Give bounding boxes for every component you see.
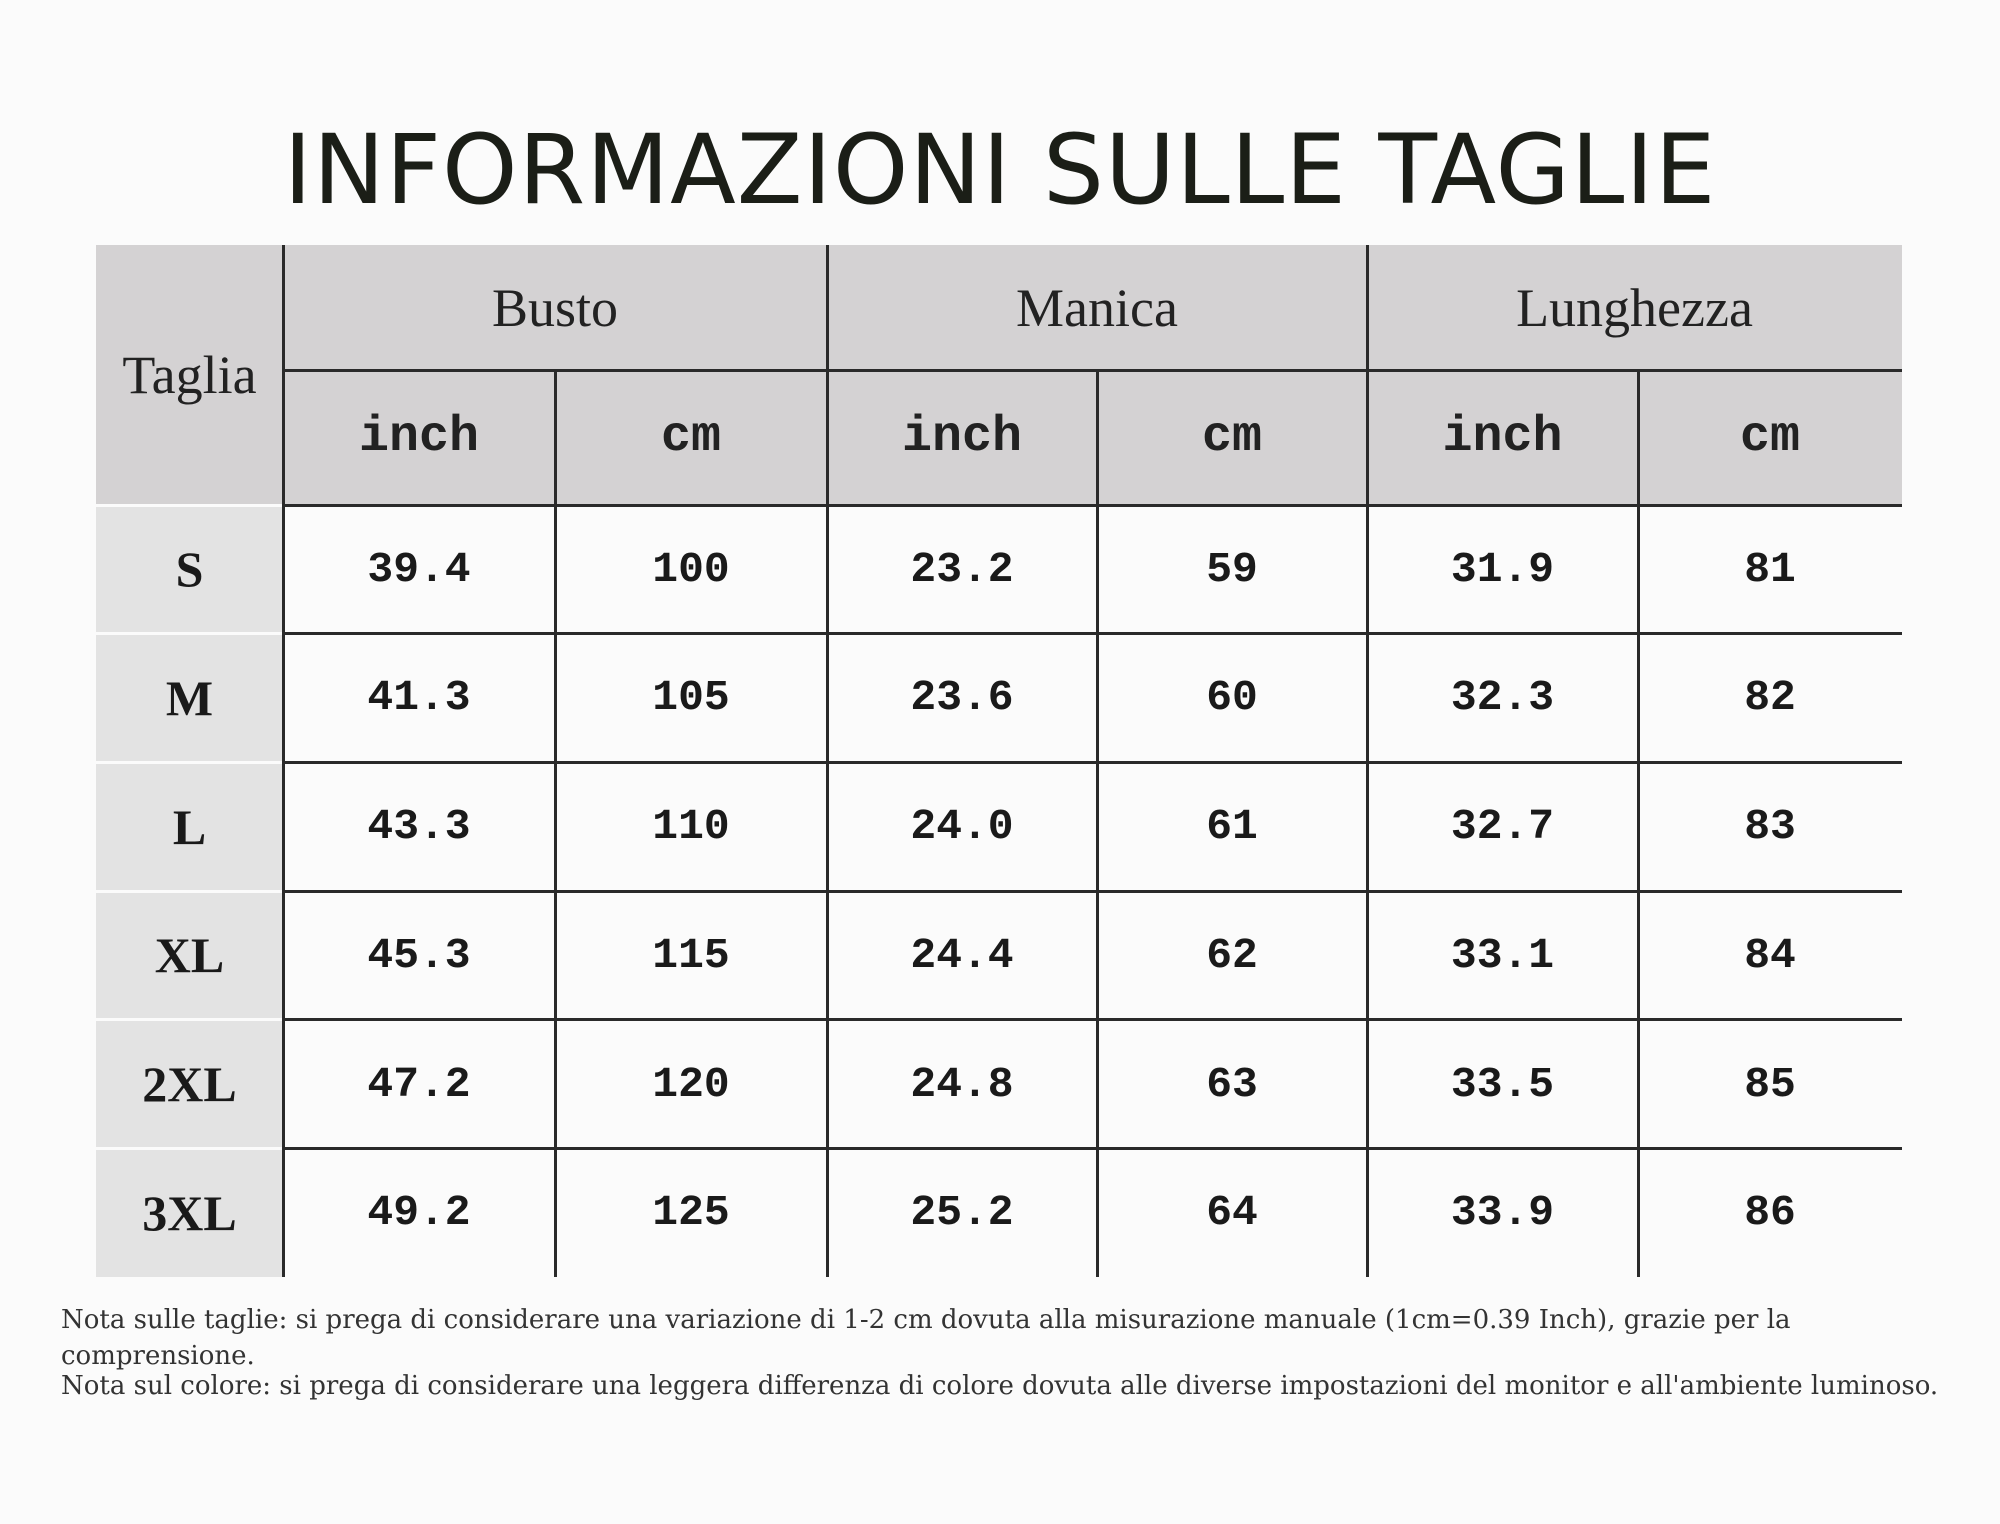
- size-label: L: [172, 798, 207, 855]
- table-cell: 47.2: [367, 1059, 471, 1109]
- group-header: Busto: [491, 277, 619, 338]
- table-cell: 49.2: [367, 1188, 471, 1238]
- unit-header: inch: [901, 409, 1023, 466]
- table-cell: 25.2: [910, 1188, 1014, 1238]
- table-cell: 84: [1744, 930, 1796, 980]
- size-header: Taglia: [122, 345, 257, 405]
- table-cell: 81: [1744, 544, 1796, 594]
- grid-line: [281, 245, 285, 1278]
- table-cell: 32.3: [1450, 673, 1555, 723]
- grid-line: [1365, 245, 1369, 1278]
- grid-line: [283, 889, 1902, 893]
- grid-line: [96, 503, 283, 507]
- grid-line: [283, 632, 1902, 636]
- table-cell: 32.7: [1450, 802, 1555, 852]
- grid-line: [96, 1146, 283, 1150]
- table-cell: 82: [1744, 673, 1796, 723]
- table-cell: 24.4: [910, 930, 1014, 980]
- grid-line: [96, 760, 283, 764]
- table-cell: 62: [1206, 930, 1258, 980]
- grid-line: [96, 1018, 283, 1022]
- grid-line: [96, 632, 283, 636]
- table-cell: 23.2: [910, 544, 1014, 594]
- table-cell: 39.4: [367, 544, 471, 594]
- grid-line: [283, 368, 1902, 372]
- table-cell: 23.6: [910, 673, 1014, 723]
- table-cell: 60: [1206, 673, 1258, 723]
- unit-header: inch: [1442, 409, 1563, 466]
- table-cell: 100: [652, 544, 730, 594]
- table-cell: 33.9: [1450, 1188, 1555, 1238]
- table-cell: 41.3: [367, 673, 471, 723]
- table-cell: 125: [652, 1188, 730, 1238]
- size-label: 3XL: [142, 1184, 237, 1241]
- table-cell: 31.9: [1450, 544, 1555, 594]
- size-label: S: [175, 541, 204, 598]
- table-cell: 59: [1206, 544, 1258, 594]
- table-cell: 33.5: [1450, 1059, 1555, 1109]
- table-cell: 115: [652, 930, 730, 980]
- grid-line: [283, 1146, 1902, 1150]
- table-cell: 105: [652, 673, 730, 723]
- size-table: Taglia Busto Manica Lunghezza inch cm inch cm in…: [96, 245, 1902, 1278]
- table-cell: 85: [1744, 1059, 1796, 1109]
- unit-header: cm: [1201, 409, 1262, 466]
- group-header: Lunghezza: [1516, 277, 1753, 338]
- grid-line: [1636, 370, 1640, 1278]
- grid-line: [283, 760, 1902, 764]
- table-cell: 83: [1744, 802, 1796, 852]
- table-cell: 24.8: [910, 1059, 1014, 1109]
- header-background: [96, 245, 1902, 505]
- table-cell: 120: [652, 1059, 730, 1109]
- grid-line: [553, 370, 557, 1278]
- grid-line: [1095, 370, 1099, 1278]
- table-cell: 64: [1206, 1188, 1258, 1238]
- table-cell: 63: [1206, 1059, 1258, 1109]
- table-cell: 24.0: [910, 802, 1014, 852]
- grid-line: [825, 245, 829, 1278]
- group-header: Manica: [1016, 277, 1178, 338]
- table-cell: 110: [652, 802, 730, 852]
- table-cell: 43.3: [367, 802, 471, 852]
- size-label: XL: [154, 927, 225, 984]
- size-label: M: [165, 669, 214, 726]
- table-cell: 33.1: [1450, 930, 1555, 980]
- title: INFORMAZIONI SULLE TAGLIE: [283, 114, 1717, 226]
- table-cell: 61: [1206, 802, 1258, 852]
- grid-line: [283, 1018, 1902, 1022]
- size-label: 2XL: [142, 1056, 237, 1112]
- grid-line: [283, 503, 1902, 507]
- unit-header: inch: [358, 409, 480, 466]
- unit-header: cm: [1739, 409, 1800, 466]
- note: Nota sul colore: si prega di considerare…: [61, 1371, 1939, 1401]
- table-cell: 86: [1744, 1188, 1796, 1238]
- note: Nota sulle taglie: si prega di considera…: [61, 1305, 1791, 1371]
- unit-header: cm: [660, 409, 721, 466]
- grid-line: [96, 889, 283, 893]
- table-cell: 45.3: [367, 930, 471, 980]
